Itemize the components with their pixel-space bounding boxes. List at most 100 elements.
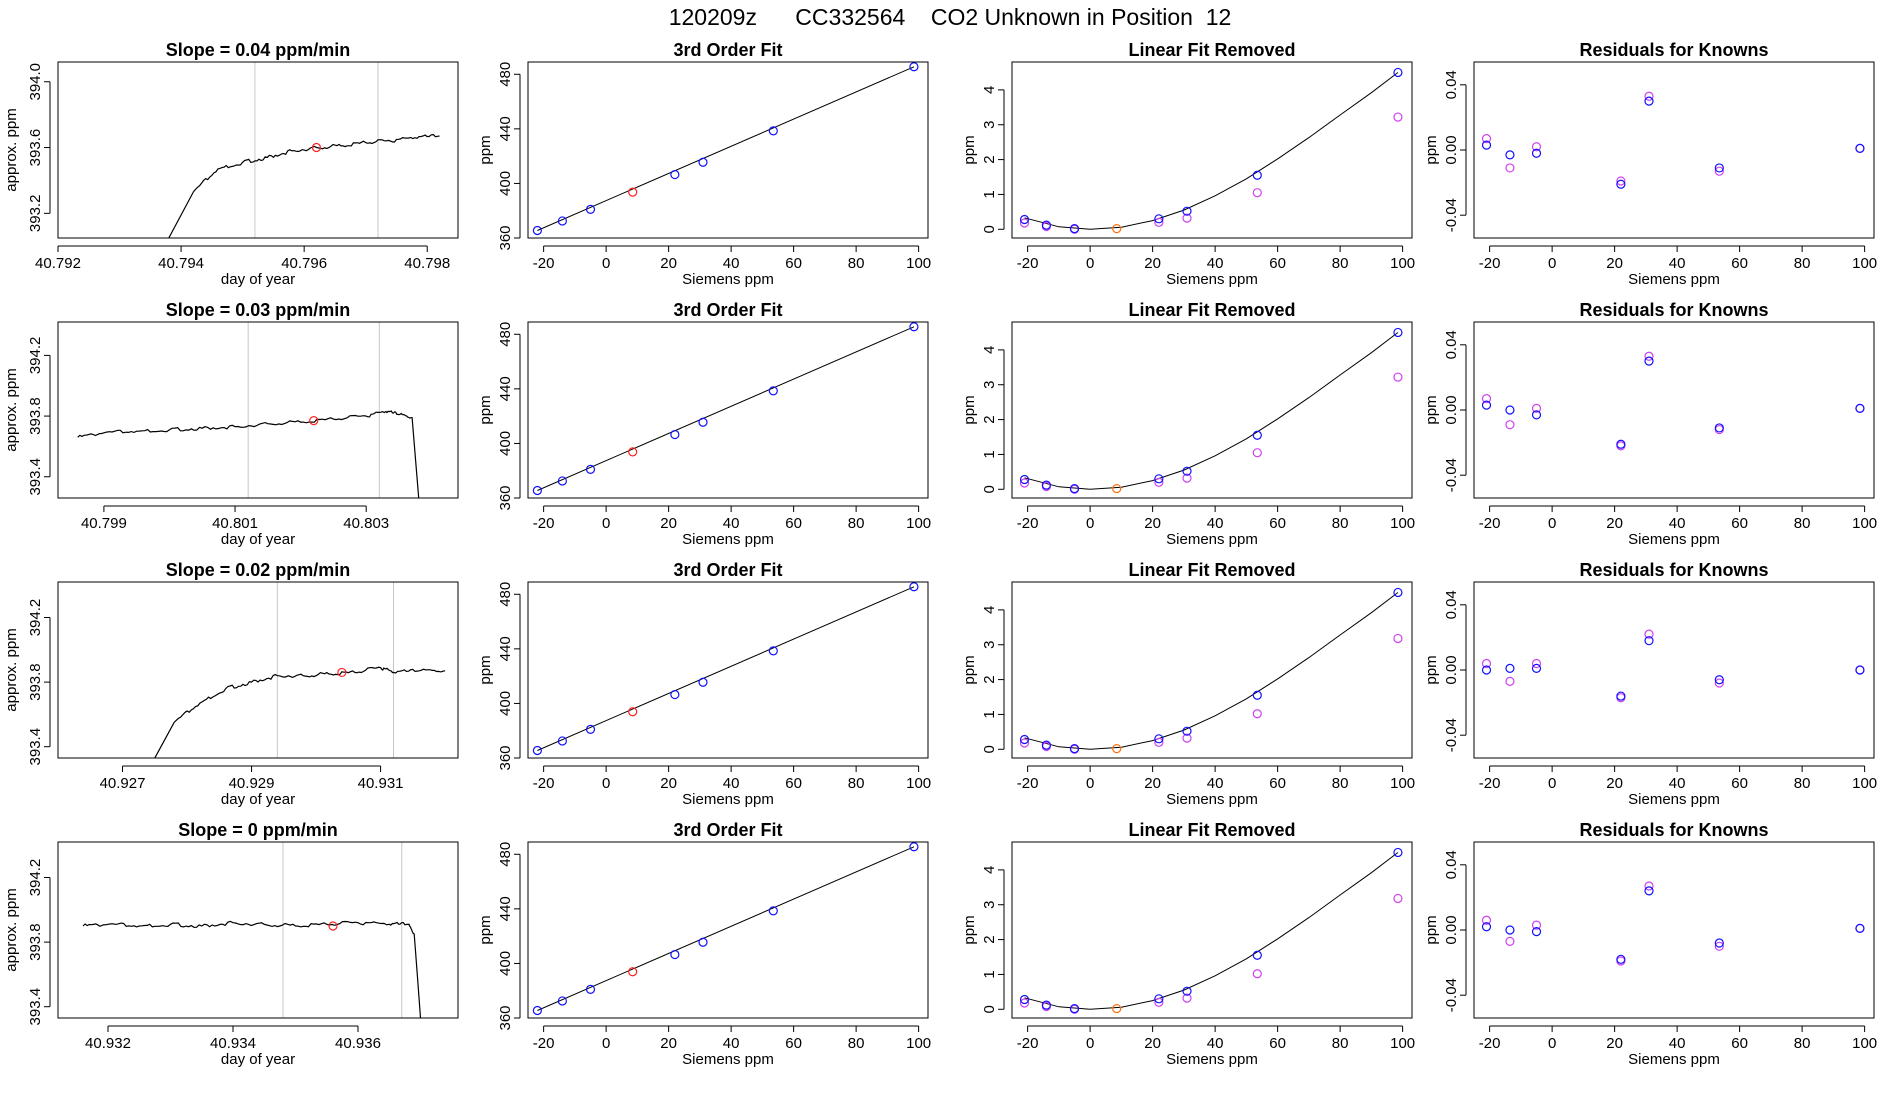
x-tick-label: -20 <box>533 515 555 532</box>
x-tick-label: 40.794 <box>158 255 204 272</box>
panel-title: Slope = 0.03 ppm/min <box>166 300 351 320</box>
panel-title: Slope = 0.04 ppm/min <box>166 40 351 60</box>
x-tick-label: 20 <box>660 775 677 792</box>
unknown-marker <box>328 921 338 931</box>
y-tick-label: 0 <box>981 1005 998 1013</box>
known-point <box>1616 691 1626 701</box>
panel-title: Residuals for Knowns <box>1579 560 1768 580</box>
x-tick-label: 60 <box>785 1035 802 1052</box>
known-point <box>1182 206 1192 216</box>
known-point <box>1531 663 1542 673</box>
x-tick-label: 60 <box>1731 775 1748 792</box>
alt-point <box>1019 738 1030 748</box>
panel-2-1: Slope = 0.03 ppm/min 40.799 40.801 40.803 da… <box>3 300 459 548</box>
plot-frame <box>527 321 929 499</box>
x-tick-label: 40 <box>723 775 740 792</box>
alt-point <box>1154 217 1164 227</box>
known-point <box>1252 690 1262 700</box>
plot-area <box>532 62 919 236</box>
y-axis-label: ppm <box>961 915 978 944</box>
panel-4-4: Residuals for Knowns -20 0 20 40 60 80 100 Sieme… <box>1423 820 1877 1068</box>
x-tick-label: 20 <box>1606 1035 1623 1052</box>
x-tick-label: 40 <box>1207 515 1224 532</box>
x-tick-label: 20 <box>660 255 677 272</box>
x-tick-label: 40.799 <box>81 515 127 532</box>
known-point <box>532 745 542 756</box>
alt-point <box>1154 477 1164 487</box>
x-tick-label: -20 <box>1479 255 1501 272</box>
known-point <box>1855 143 1865 153</box>
x-tick-label: 40 <box>1207 255 1224 272</box>
y-tick-label: 394.2 <box>27 337 44 375</box>
known-point <box>1644 96 1654 106</box>
x-tick-label: 40.803 <box>343 515 389 532</box>
known-point <box>532 225 542 236</box>
trace-line <box>154 666 446 758</box>
x-tick-label: 20 <box>660 1035 677 1052</box>
y-tick-label: 3 <box>981 641 998 649</box>
panel-4-2: 3rd Order Fit -20 0 20 40 60 80 100 Siemens ppm 3… <box>477 820 931 1068</box>
y-tick-label: 0.00 <box>1443 655 1460 684</box>
x-tick-label: 80 <box>1332 255 1349 272</box>
x-tick-label: 0 <box>602 1035 610 1052</box>
x-axis-label: day of year <box>221 531 295 548</box>
x-tick-label: 80 <box>848 255 865 272</box>
plot-frame <box>57 321 459 499</box>
x-tick-label: -20 <box>1479 775 1501 792</box>
unknown-point <box>1112 1003 1122 1014</box>
y-axis-label: ppm <box>477 655 494 684</box>
known-point <box>557 736 567 746</box>
known-point <box>1505 405 1515 415</box>
plot-frame <box>527 841 929 1019</box>
x-tick-label: 0 <box>1548 775 1556 792</box>
y-tick-label: 1 <box>981 710 998 718</box>
x-tick-label: 80 <box>1794 255 1811 272</box>
y-tick-label: 394.2 <box>27 859 44 897</box>
x-tick-label: 0 <box>602 515 610 532</box>
panel-title: 3rd Order Fit <box>673 820 782 840</box>
panel-title: Slope = 0 ppm/min <box>178 820 338 840</box>
known-point <box>1481 665 1492 675</box>
panel-3-2: 3rd Order Fit -20 0 20 40 60 80 100 Siemens ppm 3… <box>477 560 931 808</box>
alt-point <box>1019 218 1030 228</box>
alt-point <box>1019 478 1030 488</box>
unknown-point <box>628 967 638 977</box>
x-tick-label: 0 <box>1548 1035 1556 1052</box>
y-tick-label: -0.04 <box>1443 458 1460 492</box>
known-point <box>1019 994 1030 1005</box>
known-point <box>1069 743 1080 754</box>
x-tick-label: 80 <box>848 515 865 532</box>
alt-point <box>1644 351 1654 361</box>
y-tick-label: 3 <box>981 381 998 389</box>
known-point <box>1531 927 1542 937</box>
x-tick-label: -20 <box>1017 1035 1039 1052</box>
y-tick-label: 2 <box>981 415 998 423</box>
x-tick-label: 60 <box>785 775 802 792</box>
plot-frame <box>1011 841 1413 1019</box>
x-tick-label: 60 <box>785 255 802 272</box>
known-point <box>1505 663 1515 673</box>
y-tick-label: 1 <box>981 190 998 198</box>
known-point <box>585 724 596 734</box>
x-tick-label: 60 <box>1731 255 1748 272</box>
y-tick-label: 440 <box>497 376 514 401</box>
known-point <box>670 169 680 180</box>
x-tick-label: 0 <box>1548 255 1556 272</box>
x-tick-label: 100 <box>906 1035 931 1052</box>
x-tick-label: 80 <box>848 1035 865 1052</box>
known-point <box>1644 356 1654 366</box>
known-point <box>909 842 919 852</box>
x-tick-label: 40 <box>1669 255 1686 272</box>
panel-title: Slope = 0.02 ppm/min <box>166 560 351 580</box>
panel-1-4: Residuals for Knowns -20 0 20 40 60 80 100 Sieme… <box>1423 40 1877 288</box>
panel-4-1: Slope = 0 ppm/min 40.932 40.934 40.936 day o… <box>3 820 459 1068</box>
x-tick-label: 40.798 <box>404 255 450 272</box>
plot-area <box>1481 351 1865 451</box>
plot-frame <box>57 581 459 759</box>
y-tick-label: 0 <box>981 485 998 493</box>
x-axis-label: Siemens ppm <box>1166 531 1258 548</box>
x-tick-label: 60 <box>1269 255 1286 272</box>
known-point <box>1182 726 1192 736</box>
plot-frame <box>1011 61 1413 239</box>
known-point <box>1041 220 1051 230</box>
